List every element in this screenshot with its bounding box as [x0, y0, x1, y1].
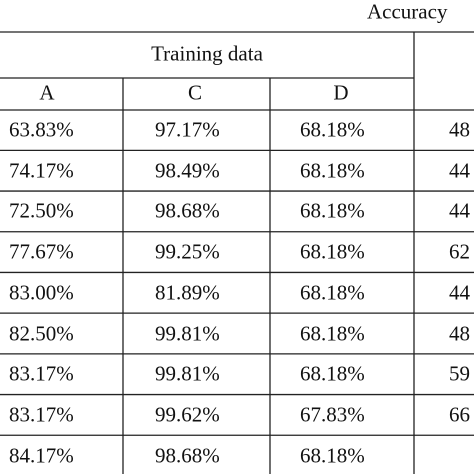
cell: 48 — [449, 117, 470, 142]
cell: 83.17% — [9, 402, 74, 427]
cell: 68.18% — [300, 361, 365, 386]
cell: 99.25% — [155, 239, 220, 264]
group-title: Accuracy — [367, 0, 448, 24]
cell: 44 — [449, 280, 470, 305]
cell: 68.18% — [300, 158, 365, 183]
cell: 77.67% — [9, 239, 74, 264]
cell: 59 — [449, 361, 470, 386]
cell: 97.17% — [155, 117, 220, 142]
cell: 98.49% — [155, 158, 220, 183]
column-header: A — [39, 80, 55, 105]
cell: 99.62% — [155, 402, 220, 427]
cell: 68.18% — [300, 117, 365, 142]
cell: 98.68% — [155, 443, 220, 468]
cell: 68.18% — [300, 443, 365, 468]
cell: 72.50% — [9, 198, 74, 223]
cell: 84.17% — [9, 443, 74, 468]
cell: 74.17% — [9, 158, 74, 183]
cell: 68.18% — [300, 198, 365, 223]
cell: 67.83% — [300, 402, 365, 427]
cell: 66 — [449, 402, 470, 427]
cell: 68.18% — [300, 280, 365, 305]
column-header: C — [187, 80, 203, 105]
cell: 83.00% — [9, 280, 74, 305]
cell: 62 — [449, 239, 470, 264]
cell: 44 — [449, 158, 470, 183]
cell: 44 — [449, 198, 470, 223]
cell: 63.83% — [9, 117, 74, 142]
subgroup-title: Training data — [151, 41, 263, 66]
cell: 48 — [449, 321, 470, 345]
column-header: D — [333, 80, 349, 105]
cell: 82.50% — [9, 321, 74, 345]
cell: 98.68% — [155, 198, 220, 223]
cell: 99.81% — [155, 361, 220, 386]
cell: 83.17% — [9, 361, 74, 386]
cell: 68.18% — [300, 239, 365, 264]
cell: 68.18% — [300, 321, 365, 345]
cell: 99.81% — [155, 321, 220, 345]
cell: 81.89% — [155, 280, 220, 305]
